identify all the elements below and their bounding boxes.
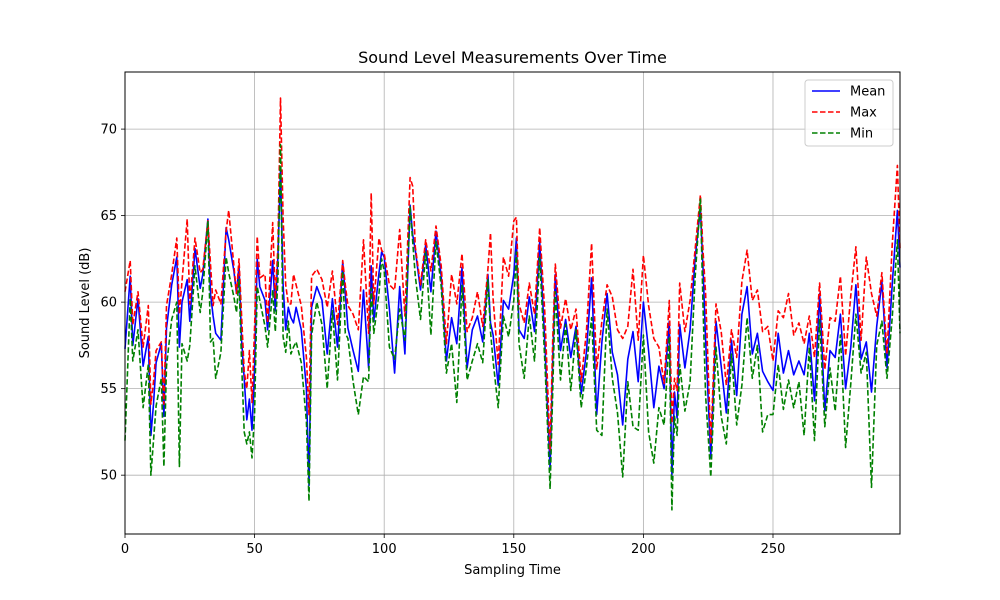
y-axis-title: Sound Level (dB): [78, 248, 93, 359]
chart-title: Sound Level Measurements Over Time: [358, 48, 667, 67]
legend-label-mean: Mean: [850, 85, 885, 100]
legend-box: [804, 79, 894, 147]
legend-label-max: Max: [850, 106, 877, 121]
y-tick-label: 65: [100, 209, 117, 224]
y-tick-label: 55: [100, 382, 117, 397]
axis-ticks: 0 50 100 150 200 250 50 55 60 65 70: [100, 123, 785, 557]
series-line-max: [124, 97, 901, 452]
series-lines: [124, 97, 901, 511]
plot-frame: [124, 71, 901, 535]
y-tick-label: 70: [100, 123, 117, 138]
y-tick-label: 50: [100, 469, 117, 484]
x-axis-title: Sampling Time: [464, 563, 561, 578]
x-tick-label: 250: [761, 542, 786, 557]
x-tick-label: 150: [501, 542, 526, 557]
legend: Mean Max Min: [804, 79, 894, 147]
x-tick-label: 50: [246, 542, 263, 557]
y-tick-label: 60: [100, 296, 117, 311]
legend-label-min: Min: [850, 127, 873, 142]
x-tick-label: 100: [372, 542, 397, 557]
x-tick-label: 0: [121, 542, 129, 557]
series-line-min: [124, 143, 901, 511]
x-tick-label: 200: [631, 542, 656, 557]
